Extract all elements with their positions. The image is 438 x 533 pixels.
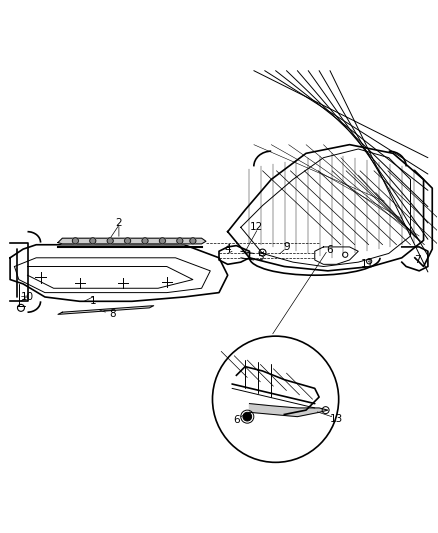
Circle shape: [72, 238, 78, 244]
Circle shape: [90, 238, 96, 244]
Text: 8: 8: [109, 309, 116, 319]
Text: 9: 9: [283, 242, 290, 252]
Circle shape: [177, 238, 183, 244]
Text: 12: 12: [249, 222, 263, 232]
Circle shape: [159, 238, 166, 244]
Text: 5: 5: [257, 252, 264, 262]
Text: 7: 7: [414, 255, 420, 265]
Circle shape: [243, 413, 252, 421]
Text: 1: 1: [89, 296, 96, 306]
Text: 6: 6: [233, 415, 240, 425]
Polygon shape: [250, 403, 328, 417]
Polygon shape: [58, 238, 206, 244]
Text: 6: 6: [327, 245, 333, 255]
Circle shape: [142, 238, 148, 244]
Text: 11: 11: [360, 260, 374, 269]
Circle shape: [107, 238, 113, 244]
Text: 2: 2: [116, 218, 122, 228]
Circle shape: [190, 238, 196, 244]
Circle shape: [124, 238, 131, 244]
Polygon shape: [58, 305, 154, 314]
Text: 4: 4: [224, 244, 231, 254]
Text: 13: 13: [330, 414, 343, 424]
Text: 10: 10: [21, 292, 34, 302]
